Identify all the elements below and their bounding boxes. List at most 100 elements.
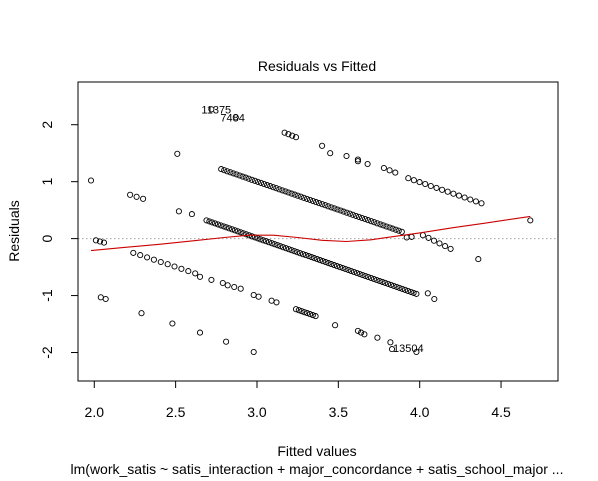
data-point (248, 233, 255, 240)
data-point (350, 268, 358, 276)
data-points (87, 106, 534, 356)
data-point (245, 175, 252, 182)
data-point (386, 224, 393, 231)
data-point (231, 227, 238, 234)
data-point (87, 177, 95, 184)
data-point (353, 269, 360, 277)
data-point (217, 222, 224, 229)
data-point (340, 208, 347, 215)
data-point (175, 208, 182, 215)
data-point (374, 220, 381, 227)
data-point (382, 279, 389, 286)
data-point (137, 252, 144, 259)
data-point (313, 199, 320, 206)
data-point (209, 219, 216, 226)
data-point (234, 228, 241, 235)
data-point (431, 295, 438, 303)
data-point (273, 185, 280, 192)
y-tick-label: -2 (39, 346, 55, 359)
data-point (271, 241, 278, 248)
data-point (402, 286, 409, 293)
y-axis-label: Residuals (6, 200, 22, 261)
data-point (374, 334, 381, 341)
data-point (308, 254, 315, 261)
data-point (309, 312, 316, 319)
data-point (285, 131, 292, 138)
data-point (348, 267, 355, 275)
point-label: 7484 (220, 112, 244, 124)
data-point (383, 223, 390, 230)
data-point (331, 262, 338, 269)
data-point (133, 193, 140, 200)
model-formula-subtitle: lm(work_satis ~ satis_interaction + majo… (71, 461, 564, 477)
data-point (410, 289, 417, 296)
data-point (237, 229, 244, 236)
data-point (169, 320, 176, 327)
data-point (196, 273, 204, 280)
data-point (359, 271, 366, 279)
point-label: 13504 (393, 343, 424, 355)
data-point (392, 226, 399, 233)
data-point (371, 219, 378, 226)
data-point (413, 348, 420, 356)
data-point (263, 238, 270, 245)
data-point (280, 244, 287, 251)
data-point (206, 218, 213, 225)
data-point (354, 327, 361, 334)
data-point (322, 259, 329, 266)
data-point (291, 191, 298, 198)
data-point (365, 217, 372, 224)
data-point (292, 306, 300, 313)
data-point (303, 195, 310, 202)
data-point (268, 240, 275, 247)
data-point (185, 268, 192, 275)
data-point (250, 348, 257, 356)
x-tick-label: 3.0 (247, 404, 267, 420)
data-point (302, 252, 309, 259)
data-point (212, 220, 219, 227)
x-tick-label: 4.0 (410, 404, 430, 420)
data-point (398, 228, 405, 235)
data-point (430, 237, 438, 244)
data-point (219, 279, 226, 287)
data-point (380, 222, 387, 229)
data-point (267, 183, 274, 190)
data-point (265, 239, 272, 246)
data-point (387, 281, 394, 288)
data-point (388, 346, 396, 353)
data-point (298, 308, 305, 315)
data-point (376, 277, 383, 285)
data-point (309, 197, 317, 205)
data-point (416, 179, 423, 186)
data-point (332, 322, 339, 329)
data-point (410, 177, 417, 184)
data-point (100, 239, 108, 246)
data-point (331, 205, 338, 212)
data-point (389, 225, 396, 232)
data-point (368, 274, 375, 282)
data-point (273, 299, 280, 306)
data-point (377, 221, 384, 228)
data-point (288, 190, 295, 197)
data-point (390, 282, 397, 289)
data-point (226, 225, 233, 232)
data-point (294, 249, 301, 256)
y-tick-label: 2 (39, 121, 55, 129)
data-point (319, 201, 326, 208)
data-point (450, 190, 457, 197)
data-point (368, 218, 375, 225)
data-point (322, 202, 329, 209)
data-point (237, 285, 244, 292)
data-point (254, 178, 261, 185)
data-point (343, 152, 350, 160)
data-point (138, 310, 145, 317)
data-point (467, 196, 474, 203)
y-tick-label: 1 (39, 178, 55, 186)
data-point (342, 265, 349, 273)
data-point (379, 278, 386, 285)
data-point (325, 260, 332, 267)
data-point (304, 310, 311, 317)
data-point (373, 276, 380, 284)
